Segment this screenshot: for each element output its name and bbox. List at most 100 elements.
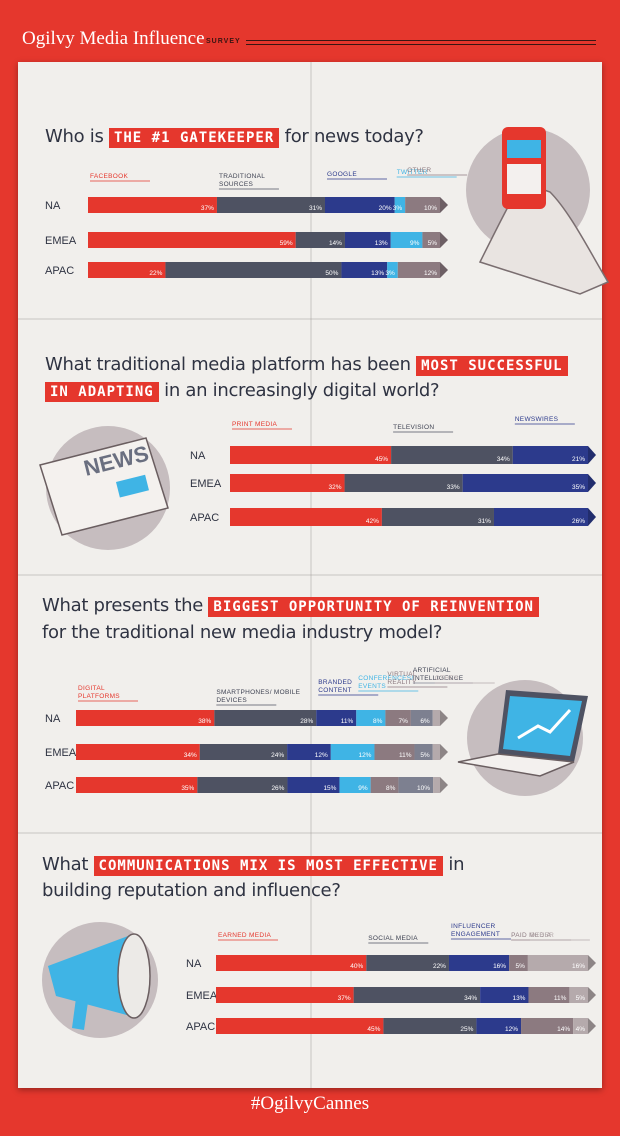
- chart-4-bar-segment: [216, 987, 354, 1003]
- chart-3-data-label: 6%: [420, 718, 430, 725]
- question-2-line-2: IN ADAPTING in an increasingly digital w…: [45, 378, 440, 405]
- chart-2-bar-segment: [512, 446, 588, 464]
- chart-3-category-label: APAC: [45, 780, 74, 792]
- chart-3-legend-label: DEVICES: [216, 697, 247, 704]
- chart-1-legend-label: GOOGLE: [327, 171, 357, 178]
- chart-3-bar-segment: [432, 710, 440, 726]
- chart-3-legend-label: CONTENT: [318, 687, 352, 694]
- chart-2-data-label: 32%: [329, 484, 342, 491]
- chart-3-bar-segment: [287, 777, 340, 793]
- chart-1-legend-label: TRADITIONAL: [219, 173, 265, 180]
- chart-1-data-label: 3%: [393, 205, 403, 212]
- chart-3-bar-segment: [374, 744, 415, 760]
- laptop-illustration: [457, 680, 588, 796]
- paper-fold: [18, 574, 602, 576]
- chart-3-legend-label: BRANDED: [318, 679, 352, 686]
- chart-3-bar-segment: [330, 744, 375, 760]
- chart-3-bar-segment: [370, 777, 399, 793]
- chart-3-legend-label: VIRTUAL: [387, 671, 417, 678]
- trend-arrow-icon: [517, 708, 572, 740]
- chart-4-legend-label: PAID MEDIA: [511, 932, 551, 939]
- chart-4-bar-segment: [480, 987, 529, 1003]
- phone-content-icon: [507, 164, 541, 194]
- chart-1-data-label: 5%: [428, 240, 438, 247]
- chart-3-legend-label: ARTIFICIAL: [413, 667, 451, 674]
- chart-1-bar-segment: [88, 262, 166, 278]
- chart-3-legend-label: EVENTS: [358, 683, 386, 690]
- chart-3-bar-segment: [287, 744, 331, 760]
- chart-1-data-label: 14%: [329, 240, 342, 247]
- chart-3-category-label: EMEA: [45, 747, 77, 759]
- chart-2-bar-segment: [462, 474, 588, 492]
- chart-1-bar-segment: [295, 232, 345, 248]
- chart-1-bar-segment: [405, 197, 440, 213]
- chart-3-legend-label: PLATFORMS: [78, 693, 120, 700]
- chart-2-bar-cap: [588, 446, 596, 464]
- phone-screen-icon: [507, 140, 541, 158]
- chart-4-legend-label: OTHER: [530, 932, 554, 939]
- chart-3-bar-segment: [199, 744, 288, 760]
- chart-4-bar-segment: [216, 1018, 384, 1034]
- newspaper-photo-icon: [115, 474, 149, 498]
- chart-4-data-label: 34%: [464, 995, 477, 1002]
- chart-1-category-label: EMEA: [45, 235, 77, 247]
- chart-1-bar-cap: [440, 232, 448, 248]
- question-2-highlight-1: MOST SUCCESSFUL: [416, 356, 568, 376]
- chart-1-bar-segment: [88, 197, 217, 213]
- chart-2-bar-cap: [588, 474, 596, 492]
- chart-4-bar-segment: [573, 1018, 588, 1034]
- chart-4-data-label: 4%: [576, 1026, 586, 1033]
- chart-2-bar-segment: [230, 446, 392, 464]
- chart-1-bar-segment: [341, 262, 388, 278]
- chart-1-bar-cap: [440, 262, 448, 278]
- chart-3-data-label: 28%: [300, 718, 313, 725]
- chart-3-data-label: 38%: [198, 718, 211, 725]
- chart-4-category-label: EMEA: [186, 990, 218, 1002]
- chart-3-bar-segment: [316, 710, 357, 726]
- chart-1-data-label: 20%: [379, 205, 392, 212]
- chart-1-bar-segment: [165, 262, 342, 278]
- chart-4-bar-segment: [383, 1018, 477, 1034]
- chart-2-data-label: 35%: [572, 484, 585, 491]
- question-4-pre: What: [42, 854, 94, 875]
- chart-3-data-label: 7%: [398, 718, 408, 725]
- chart-3-bar-segment: [410, 710, 433, 726]
- chart-3-legend-label: INTELLIGENCE: [413, 675, 464, 682]
- chart-4-data-label: 37%: [338, 995, 351, 1002]
- chart-3-bar-cap: [440, 777, 448, 793]
- chart-2-data-label: 21%: [572, 456, 585, 463]
- chart-3-data-label: 11%: [341, 718, 354, 725]
- chart-3-data-label: 11%: [399, 752, 412, 759]
- megaphone-bell-icon: [117, 933, 151, 1019]
- question-1-highlight: THE #1 GATEKEEPER: [108, 128, 280, 148]
- chart-3-data-label: 9%: [358, 785, 368, 792]
- chart-1-data-label: 9%: [410, 240, 420, 247]
- chart-4-data-label: 5%: [515, 963, 525, 970]
- chart-1-bar-segment: [422, 232, 440, 248]
- chart-4-bar-segment: [569, 987, 588, 1003]
- chart-4-data-label: 12%: [505, 1026, 518, 1033]
- chart-3-bar-segment: [339, 777, 371, 793]
- hand-icon: [478, 181, 610, 295]
- chart-4-bar-segment: [521, 1018, 574, 1034]
- chart-3-bar-segment: [385, 710, 411, 726]
- chart-4-data-label: 5%: [576, 995, 586, 1002]
- question-4-post: in: [442, 854, 465, 875]
- chart-4-data-label: 16%: [493, 963, 506, 970]
- megaphone-icon: [48, 936, 138, 1018]
- chart-2-data-label: 42%: [366, 518, 379, 525]
- chart-2-bar-segment: [230, 508, 382, 526]
- chart-1-legend-label: OTHER: [407, 167, 431, 174]
- chart-4-bar-cap: [588, 955, 596, 971]
- chart-3-data-label: 8%: [373, 718, 383, 725]
- chart-3-category-label: NA: [45, 713, 61, 725]
- chart-4-legend-label: EARNED MEDIA: [218, 932, 271, 939]
- question-2-line-1: What traditional media platform has been…: [45, 352, 568, 379]
- chart-1-bar-segment: [394, 197, 406, 213]
- chart-3-bar-segment: [214, 710, 317, 726]
- question-1: Who is THE #1 GATEKEEPER for news today?: [45, 124, 424, 151]
- megaphone-handle-icon: [72, 998, 88, 1030]
- chart-4-data-label: 40%: [350, 963, 363, 970]
